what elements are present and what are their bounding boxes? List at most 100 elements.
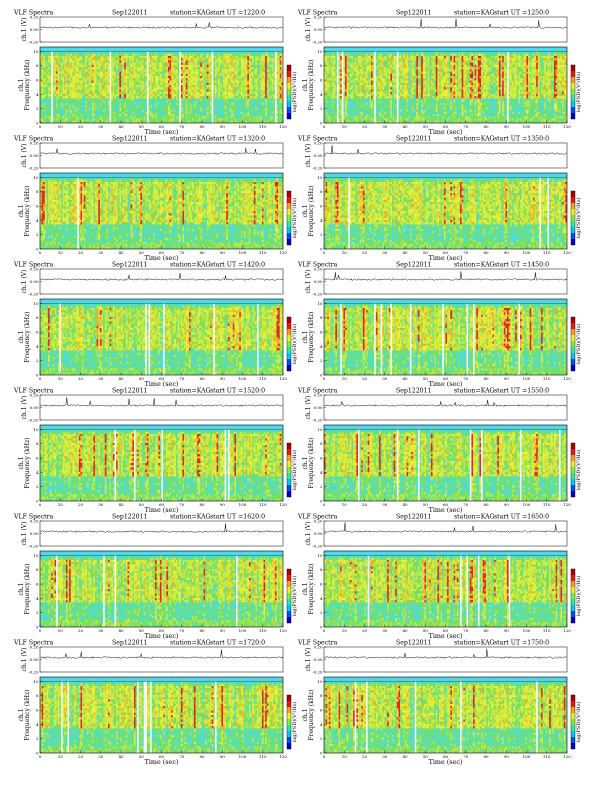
spectrogram-cell [51,89,53,91]
spectrogram-cell [42,98,44,100]
spectrogram-cell [43,83,45,85]
spectrogram-cell [46,87,48,89]
spectrogram-cell [59,51,61,53]
spectrogram-cell [46,101,48,103]
spectrogram-cell [51,67,53,69]
spectrogram-cell [58,67,60,69]
spectrogram-cell [48,114,50,116]
spectrogram-cell [59,78,61,80]
spectrogram-cell [46,96,48,98]
spectrogram-cell [53,76,55,78]
spectrogram-cell [61,92,63,94]
spectrogram-cell [53,98,55,100]
spectrogram-cell [55,74,57,76]
spectrogram-cell [55,89,57,91]
spectrogram-cell [63,85,65,87]
spectrogram-cell [51,63,53,65]
spectrogram-cell [45,116,47,118]
spectrogram-cell [55,56,57,58]
spectrogram-cell [55,67,57,69]
spectrogram-cell [51,96,53,98]
spectrogram-cell [64,72,66,74]
spectrogram-cell [53,60,55,62]
spectrogram-cell [48,103,50,105]
spectrogram-cell [61,94,63,96]
spectrogram-cell [56,92,58,94]
spectrogram-cell [50,101,52,103]
spectrogram-cell [43,87,45,89]
spectrogram-cell [53,72,55,74]
spectrogram-cell [55,63,57,65]
spectrogram-cell [50,94,52,96]
spectrogram-cell [42,112,44,114]
spectrogram-cell [56,83,58,85]
header-date: Sep122011 [112,10,148,17]
spectrogram-cell [43,74,45,76]
spectrogram-cell [66,92,68,94]
spectrogram-cell [53,92,55,94]
spectrogram-cell [42,114,44,116]
spectrogram-cell [48,60,50,62]
spectrogram-cell [56,87,58,89]
spectrogram-cell [59,94,61,96]
spectrogram-cell [63,51,65,53]
spectrogram-cell [64,105,66,107]
spectrogram-cell [63,119,65,121]
spectrogram-cell [63,81,65,83]
spectrogram-cell [63,54,65,56]
spectrogram-cell [53,78,55,80]
spectrogram-cell [63,103,65,105]
spectrogram-cell [51,110,53,112]
spectrogram-cell [61,96,63,98]
spectrogram-cell [45,94,47,96]
spectrogram-cell [64,74,66,76]
spectrogram-cell [50,114,52,116]
spectrogram-cell [64,69,66,71]
spectrogram-cell [48,101,50,103]
spectrogram-cell [42,58,44,60]
spectrogram-cell [61,114,63,116]
spectrogram-cell [50,76,52,78]
spectrogram-cell [59,105,61,107]
spectrogram-cell [63,110,65,112]
spectrogram-cell [61,81,63,83]
spectrogram-cell [66,60,68,62]
spectrogram-cell [64,112,66,114]
spectrogram-cell [42,51,44,53]
spectrogram-cell [61,69,63,71]
spectrogram-cell [66,81,68,83]
spectrogram-cell [51,72,53,74]
spectrogram-cell [66,114,68,116]
spectrogram-cell [66,58,68,60]
spectrogram-cell [58,63,60,65]
spectrogram-cell [61,105,63,107]
spectrogram-cell [61,65,63,67]
spectrogram-cell [51,56,53,58]
spectrogram-cell [43,54,45,56]
spectrogram-cell [66,89,68,91]
spectrogram-cell [45,101,47,103]
spectrogram-cell [43,112,45,114]
spectrogram-cell [42,67,44,69]
spectrogram-cell [66,65,68,67]
spectrogram-cell [64,81,66,83]
spectrogram-cell [45,51,47,53]
spectrogram-cell [59,92,61,94]
spectrogram-cell [42,63,44,65]
spectrogram-cell [58,116,60,118]
spectrogram-cell [58,112,60,114]
spectrogram-cell [50,89,52,91]
spectrogram-cell [53,89,55,91]
spectrogram-cell [45,103,47,105]
spectrogram-cell [48,63,50,65]
spectrogram-cell [53,103,55,105]
spectrogram-cell [55,65,57,67]
spectrogram-cell [63,65,65,67]
spectrogram-cell [55,76,57,78]
spectrogram-cell [63,83,65,85]
spectrogram-cell [66,85,68,87]
spectrogram-cell [61,56,63,58]
spectrogram-cell [50,72,52,74]
spectrogram-cell [59,67,61,69]
spectrogram-cell [56,51,58,53]
